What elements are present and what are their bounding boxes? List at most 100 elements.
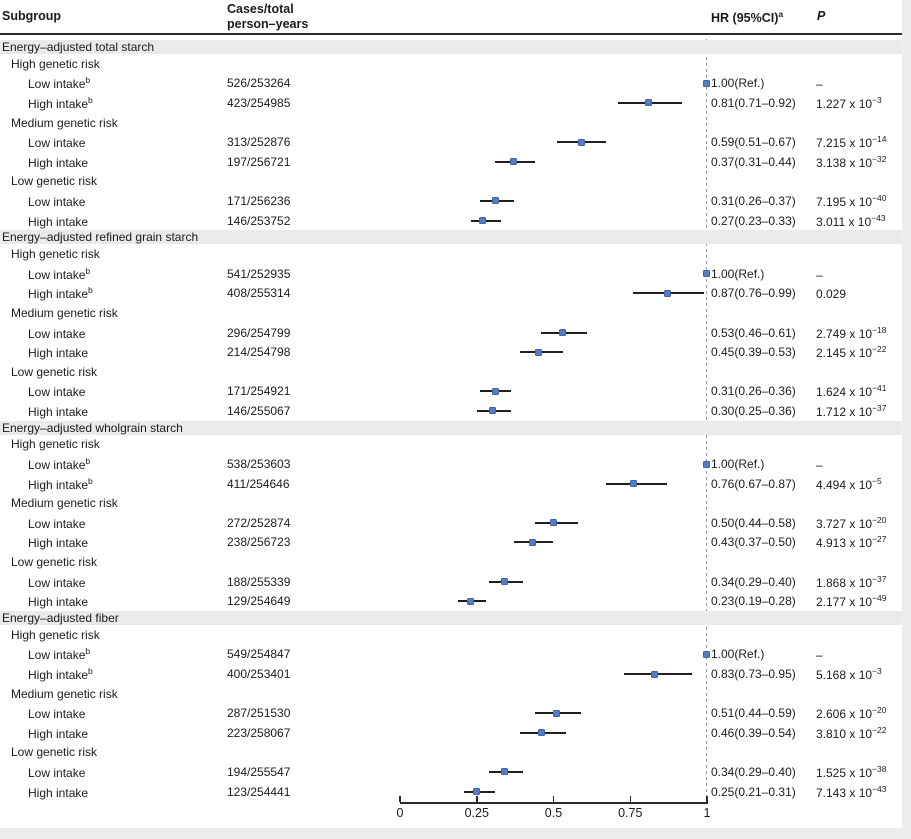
p-exponent: −22 xyxy=(872,344,887,355)
section: Energy–adjusted wholgrain starch High ge… xyxy=(0,420,902,611)
risk-group-label: High genetic risk xyxy=(11,627,100,642)
hr-value: 0.30(0.25–0.36) xyxy=(711,403,796,418)
x-axis-tick-label: 1 xyxy=(703,806,711,820)
p-value: 7.215 x 10−14 xyxy=(816,134,887,151)
intake-footnote: b xyxy=(85,456,91,467)
cases-value: 146/255067 xyxy=(227,403,291,418)
p-exponent: −37 xyxy=(872,573,887,584)
intake-label: High intake xyxy=(28,404,89,419)
forest-row: Low intakeb 549/254847 1.00(Ref.) – xyxy=(0,645,902,665)
hr-value: 0.50(0.44–0.58) xyxy=(711,515,796,530)
p-value: 2.749 x 10−18 xyxy=(816,324,887,341)
hr-value: 0.31(0.26–0.37) xyxy=(711,193,796,208)
intake-footnote: b xyxy=(88,285,93,296)
risk-group-row: Medium genetic risk xyxy=(0,684,902,704)
cases-value: 223/258067 xyxy=(227,725,291,740)
p-value: 4.494 x 10−5 xyxy=(816,475,882,492)
forest-row: High intakeb 411/254646 0.76(0.67–0.87) … xyxy=(0,474,902,494)
p-value: 0.029 xyxy=(816,287,847,302)
hr-marker xyxy=(473,788,481,796)
p-value: 7.195 x 10−40 xyxy=(816,192,887,209)
p-value: 3.727 x 10−20 xyxy=(816,514,887,531)
risk-group-row: High genetic risk xyxy=(0,625,902,645)
x-axis-tick xyxy=(399,796,401,802)
cases-value: 214/254798 xyxy=(227,345,291,360)
p-value: – xyxy=(816,267,823,282)
cases-value: 296/254799 xyxy=(227,325,291,340)
header-rule xyxy=(0,33,902,35)
hr-value: 1.00(Ref.) xyxy=(711,266,765,281)
table-header: Subgroup Cases/total person–years HR (95%… xyxy=(0,0,902,33)
forest-row: High intake 129/254649 0.23(0.19–0.28) 2… xyxy=(0,591,902,611)
hr-value: 1.00(Ref.) xyxy=(711,76,765,91)
hr-marker xyxy=(537,729,545,737)
x-axis-tick xyxy=(706,796,708,802)
hr-value: 0.37(0.31–0.44) xyxy=(711,154,796,169)
section-band: Energy–adjusted wholgrain starch xyxy=(0,420,902,435)
risk-group-row: High genetic risk xyxy=(0,244,902,264)
cases-value: 541/252935 xyxy=(227,266,291,281)
p-exponent: −37 xyxy=(872,402,887,413)
hr-marker xyxy=(553,709,561,717)
intake-label: Low intake xyxy=(28,136,86,151)
hr-value: 1.00(Ref.) xyxy=(711,457,765,472)
header-p: P xyxy=(817,9,826,23)
p-exponent: −20 xyxy=(872,705,887,716)
intake-label: Low intakeb xyxy=(28,265,91,282)
hr-marker xyxy=(651,670,659,678)
intake-label: Low intake xyxy=(28,326,86,341)
p-exponent: −5 xyxy=(872,475,882,486)
hr-value: 0.51(0.44–0.59) xyxy=(711,706,796,721)
cases-value: 171/256236 xyxy=(227,193,291,208)
intake-label: High intakeb xyxy=(28,285,93,302)
intake-label: Low intake xyxy=(28,194,86,209)
p-exponent: −43 xyxy=(871,212,886,223)
hr-marker xyxy=(534,348,542,356)
intake-label: Low intakeb xyxy=(28,75,91,92)
page-edge-bottom xyxy=(0,828,911,839)
p-value: 2.145 x 10−22 xyxy=(816,344,887,361)
hr-marker xyxy=(491,387,499,395)
forest-row: Low intake 194/255547 0.34(0.29–0.40) 1.… xyxy=(0,762,902,782)
cases-value: 287/251530 xyxy=(227,706,291,721)
sections: Energy–adjusted total starch High geneti… xyxy=(0,40,902,801)
risk-group-row: Low genetic risk xyxy=(0,362,902,382)
p-value: 2.177 x 10−49 xyxy=(816,593,887,610)
hr-marker xyxy=(467,597,475,605)
hr-marker xyxy=(491,197,499,205)
x-axis-tick xyxy=(476,796,478,802)
intake-label: High intake xyxy=(28,214,89,229)
hr-value: 0.53(0.46–0.61) xyxy=(711,325,796,340)
risk-group-label: Low genetic risk xyxy=(11,555,98,570)
risk-group-row: High genetic risk xyxy=(0,54,902,74)
hr-marker xyxy=(702,270,710,278)
p-exponent: −3 xyxy=(872,94,882,105)
intake-label: High intake xyxy=(28,726,89,741)
hr-marker xyxy=(629,480,637,488)
forest-row: Low intake 188/255339 0.34(0.29–0.40) 1.… xyxy=(0,572,902,592)
hr-value: 0.34(0.29–0.40) xyxy=(711,574,796,589)
cases-value: 526/253264 xyxy=(227,76,291,91)
p-exponent: −32 xyxy=(872,153,887,164)
p-exponent: −41 xyxy=(872,383,887,394)
p-value: 1.868 x 10−37 xyxy=(816,573,887,590)
p-value: 2.606 x 10−20 xyxy=(816,705,887,722)
hr-marker xyxy=(510,158,518,166)
forest-row: High intakeb 423/254985 0.81(0.71–0.92) … xyxy=(0,93,902,113)
x-axis-tick-label: 0.25 xyxy=(464,806,489,820)
cases-value: 146/253752 xyxy=(227,213,291,228)
hr-value: 0.46(0.39–0.54) xyxy=(711,725,796,740)
forest-row: Low intake 272/252874 0.50(0.44–0.58) 3.… xyxy=(0,513,902,533)
section-title: Energy–adjusted refined grain starch xyxy=(2,230,199,245)
hr-value: 0.83(0.73–0.95) xyxy=(711,667,796,682)
p-value: 4.913 x 10−27 xyxy=(816,534,887,551)
intake-label: High intake xyxy=(28,155,89,170)
risk-group-label: Medium genetic risk xyxy=(11,496,118,511)
hr-value: 0.27(0.23–0.33) xyxy=(711,213,796,228)
hr-marker xyxy=(559,329,567,337)
p-value: – xyxy=(816,648,823,663)
hr-marker xyxy=(479,217,487,225)
intake-footnote: b xyxy=(88,475,93,486)
cases-value: 408/255314 xyxy=(227,286,291,301)
